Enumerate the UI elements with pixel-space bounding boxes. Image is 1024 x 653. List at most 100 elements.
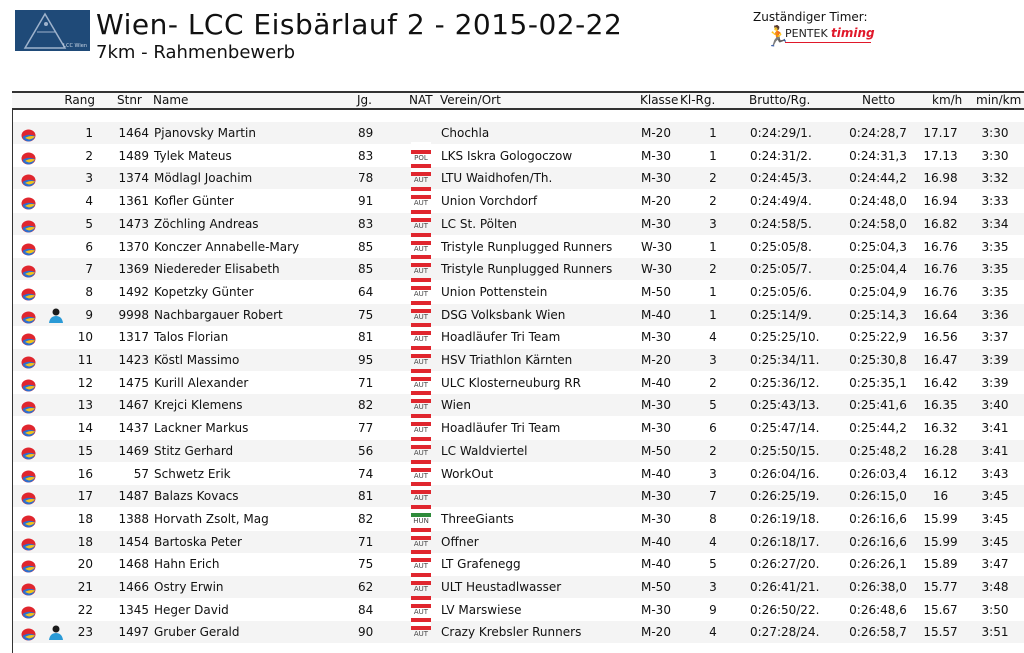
table-row[interactable]: 23 1497 Gruber Gerald 90 AUT Crazy Krebsler R… (13, 618, 1024, 644)
cell-netto: 0:24:44,2 (849, 171, 907, 186)
cell-klasse: W-30 (641, 239, 672, 254)
cell-minkm: 3:51 (981, 625, 1009, 640)
cell-netto: 0:25:44,2 (849, 421, 907, 436)
table-row[interactable]: 15 1469 Stitz Gerhard 56 AUT LC Waldviertel M-… (13, 436, 1024, 462)
timing-chip-icon (21, 422, 36, 437)
cell-netto: 0:25:22,9 (849, 330, 907, 345)
table-row[interactable]: 14 1437 Lackner Markus 77 AUT Hoadläufer Tri … (13, 414, 1024, 439)
cell-klrg: 4 (709, 330, 717, 345)
cell-klasse: W-30 (641, 262, 672, 277)
cell-minkm: 3:34 (981, 216, 1009, 231)
cell-brutto: 0:26:50/22. (750, 602, 820, 617)
table-row[interactable]: 7 1369 Niedereder Elisabeth 85 AUT Tristyle R… (13, 255, 1024, 281)
table-row[interactable]: 17 1487 Balazs Kovacs 81 AUT M-30 7 0:26:25/19.… (13, 482, 1024, 508)
cell-rang: 4 (85, 194, 93, 209)
cell-rang: 14 (77, 421, 93, 436)
column-header-7[interactable]: Kl-Rg. (680, 93, 716, 107)
cell-brutto: 0:25:50/15. (750, 443, 820, 458)
cell-verein: Hoadläufer Tri Team (441, 421, 561, 436)
table-row[interactable]: 3 1374 Mödlagl Joachim 78 AUT LTU Waidhofen/T… (13, 164, 1024, 190)
cell-rang: 21 (77, 580, 93, 594)
flag-aut-icon: AUT (411, 459, 431, 484)
flag-aut-icon: AUT (411, 164, 431, 188)
cell-minkm: 3:41 (981, 443, 1009, 458)
cell-jg: 74 (358, 466, 374, 481)
table-row[interactable]: 18 1388 Horvath Zsolt, Mag 82 HUN ThreeGiants… (13, 504, 1024, 530)
table-row[interactable]: 2 1489 Tylek Mateus 83 POL LKS Iskra Gologocz… (13, 141, 1024, 167)
table-row[interactable]: 6 1370 Konczer Annabelle-Mary 85 AUT Tristyle… (13, 232, 1024, 258)
column-header-0[interactable]: Rang (64, 93, 95, 107)
column-header-8[interactable]: Brutto/Rg. (749, 93, 811, 107)
cell-klrg: 1 (709, 284, 717, 299)
cell-jg: 71 (358, 375, 374, 390)
table-row[interactable]: 8 1492 Kopetzky Günter 64 AUT Union Pottenste… (13, 277, 1024, 303)
cell-klasse: M-20 (641, 353, 671, 367)
cell-name: Nachbargauer Robert (154, 307, 283, 322)
cell-stnr: 1467 (118, 398, 149, 413)
column-header-11[interactable]: min/km (976, 93, 1022, 107)
table-row[interactable]: 18 1454 Bartoska Peter 71 AUT Offner M-40 4 0:26… (13, 527, 1024, 553)
table-row[interactable]: 4 1361 Kofler Günter 91 AUT Union Vorchdorf M-… (13, 187, 1024, 212)
table-row[interactable]: 20 1468 Hahn Erich 75 AUT LT Grafenegg M-40 5 0:… (13, 550, 1024, 575)
cell-minkm: 3:45 (981, 511, 1009, 526)
nat-code: POL (414, 153, 428, 162)
cell-verein: Offner (441, 534, 479, 549)
table-row[interactable]: 12 1475 Kurill Alexander 71 AUT ULC Klosterne… (13, 368, 1024, 394)
column-header-3[interactable]: Jg. (357, 93, 372, 107)
person-icon[interactable] (48, 624, 64, 641)
column-header-1[interactable]: Stnr (117, 93, 142, 107)
cell-jg: 85 (358, 239, 374, 254)
table-row[interactable]: 10 1317 Talos Florian 81 AUT Hoadläufer Tri T… (13, 323, 1024, 348)
cell-stnr: 1473 (118, 216, 149, 231)
table-row[interactable]: 1 1464 Pjanovsky Martin 89 Chochla M-20 1 0:24:… (13, 122, 1024, 144)
column-header-2[interactable]: Name (153, 93, 189, 107)
cell-verein: ULT Heustadlwasser (441, 580, 562, 594)
table-row[interactable]: 21 1466 Ostry Erwin 62 AUT ULT Heustadlwasser… (13, 573, 1024, 598)
cell-jg: 83 (358, 216, 374, 231)
column-header-6[interactable]: Klasse (640, 93, 679, 107)
timing-chip-icon (21, 490, 36, 505)
person-icon[interactable] (48, 307, 64, 323)
column-header-5[interactable]: Verein/Ort (440, 93, 501, 107)
timing-chip-icon (21, 218, 36, 233)
flag-aut-icon: AUT (411, 323, 431, 347)
cell-klasse: M-50 (641, 580, 671, 594)
cell-jg: 84 (358, 602, 374, 617)
nat-code: AUT (413, 585, 429, 593)
nat-code: AUT (413, 221, 429, 230)
timing-chip-icon (21, 513, 36, 528)
table-row[interactable]: 9 9998 Nachbargauer Robert 75 AUT DSG Volksba… (13, 300, 1024, 326)
column-header-9[interactable]: Netto (862, 93, 896, 107)
table-row[interactable]: 11 1423 Köstl Massimo 95 AUT HSV Triathlon Kä… (13, 346, 1024, 371)
cell-brutto: 0:24:31/2. (750, 148, 812, 163)
table-row[interactable]: 16 57 Schwetz Erik 74 AUT WorkOut M-40 3 0:26:04… (13, 459, 1024, 485)
column-header-10[interactable]: km/h (932, 93, 963, 107)
cell-netto: 0:25:14,3 (849, 307, 907, 322)
flag-aut-icon: AUT (411, 391, 431, 415)
cell-brutto: 0:26:18/17. (750, 534, 820, 549)
cell-netto: 0:26:48,6 (849, 602, 907, 617)
column-header-4[interactable]: NAT (409, 93, 433, 107)
cell-name: Talos Florian (154, 330, 229, 345)
cell-stnr: 1374 (118, 171, 149, 186)
cell-brutto: 0:25:05/6. (750, 284, 812, 299)
cell-kmh: 16.76 (923, 284, 958, 299)
timing-chip-icon (21, 331, 36, 346)
table-row[interactable]: 5 1473 Zöchling Andreas 83 AUT LC St. Pölten M… (13, 209, 1024, 235)
cell-kmh: 15.89 (923, 557, 958, 572)
cell-minkm: 3:37 (981, 330, 1009, 345)
cell-kmh: 16.35 (923, 398, 958, 413)
cell-rang: 23 (77, 625, 93, 640)
nat-code: AUT (413, 448, 429, 457)
flag-aut-icon: AUT (411, 346, 431, 370)
nat-code: AUT (413, 312, 429, 321)
table-row[interactable]: 22 1345 Heger David 84 AUT LV Marswiese M-30 9 0… (13, 595, 1024, 621)
table-row[interactable]: 13 1467 Krejci Klemens 82 AUT Wien M-30 5 0:25:4… (13, 391, 1024, 417)
cell-stnr: 1369 (118, 262, 149, 277)
cell-jg: 77 (358, 421, 374, 436)
cell-stnr: 1464 (118, 126, 149, 140)
cell-verein: LV Marswiese (441, 602, 522, 617)
cell-netto: 0:25:35,1 (849, 375, 907, 390)
timing-chip-icon (21, 263, 36, 278)
flag-hun-icon: HUN (411, 504, 431, 529)
